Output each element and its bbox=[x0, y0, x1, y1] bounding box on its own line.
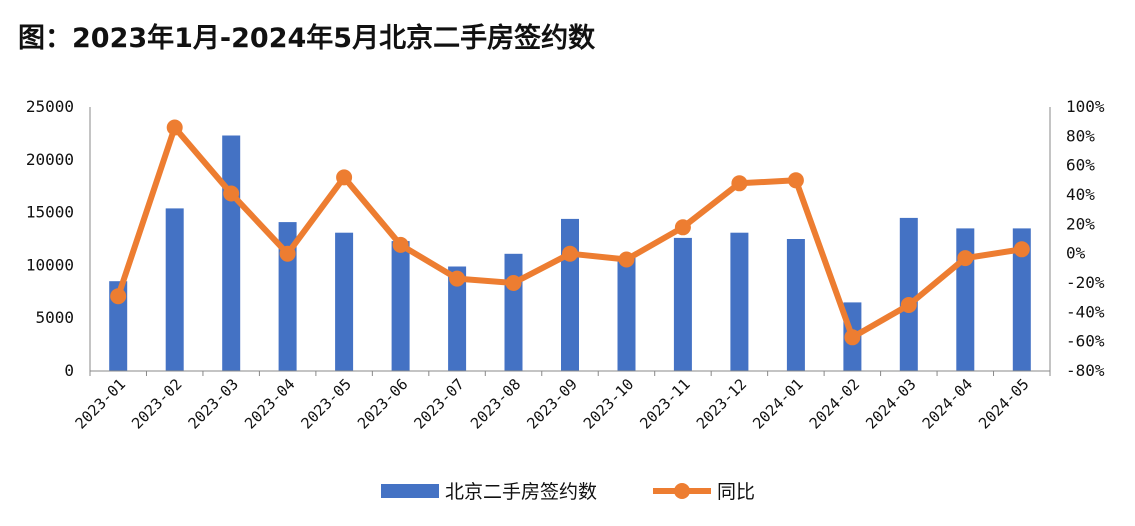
x-tick-label: 2024-01 bbox=[749, 375, 806, 432]
y-left-tick-label: 10000 bbox=[26, 255, 74, 274]
x-tick-label: 2023-05 bbox=[298, 375, 355, 432]
y-left-tick-label: 25000 bbox=[26, 97, 74, 116]
y-right-tick-label: -80% bbox=[1066, 361, 1105, 380]
line-point-2024-02 bbox=[844, 329, 861, 346]
line-point-2024-04 bbox=[957, 250, 974, 267]
line-point-2024-01 bbox=[787, 172, 804, 189]
axes-layer bbox=[89, 107, 1051, 376]
y-right-tick-label: -20% bbox=[1066, 273, 1105, 292]
bar-2023-09 bbox=[561, 218, 579, 371]
bar-2023-06 bbox=[391, 241, 410, 371]
bar-2024-03 bbox=[899, 217, 918, 371]
line-point-2024-05 bbox=[1013, 241, 1030, 258]
bar-2023-07 bbox=[448, 266, 467, 371]
line-point-2023-07 bbox=[449, 270, 466, 287]
x-tick-label: 2024-03 bbox=[862, 375, 919, 432]
line-point-2023-11 bbox=[674, 219, 691, 236]
x-tick-label: 2023-02 bbox=[128, 375, 185, 432]
bar-2023-05 bbox=[335, 232, 354, 371]
bar-2024-05 bbox=[1012, 228, 1031, 371]
bar-2023-11 bbox=[673, 237, 692, 371]
line-point-2024-03 bbox=[900, 297, 917, 313]
legend: 北京二手房签约数 同比 bbox=[381, 481, 755, 503]
line-point-2023-04 bbox=[279, 245, 296, 262]
line-point-2023-03 bbox=[223, 185, 240, 202]
x-tick-label: 2023-10 bbox=[580, 375, 637, 432]
bar-2023-08 bbox=[504, 253, 523, 371]
y-right-tick-label: 80% bbox=[1066, 126, 1095, 145]
x-tick-label: 2023-08 bbox=[467, 375, 524, 432]
x-tick-label: 2024-05 bbox=[975, 375, 1032, 432]
bar-2024-01 bbox=[786, 239, 805, 371]
bar-2023-01 bbox=[109, 281, 128, 371]
y-right-tick-label: 20% bbox=[1066, 214, 1095, 233]
line-point-2023-01 bbox=[110, 288, 127, 305]
line-point-2023-12 bbox=[731, 175, 748, 192]
line-point-2023-10 bbox=[618, 251, 635, 268]
x-tick-label: 2023-04 bbox=[241, 375, 298, 432]
x-tick-label: 2023-07 bbox=[410, 375, 467, 432]
line-point-2023-06 bbox=[392, 236, 409, 253]
bar-2023-12 bbox=[730, 232, 749, 371]
x-tick-label: 2024-02 bbox=[806, 375, 863, 432]
legend-swatch-bar bbox=[381, 484, 439, 498]
x-tick-label: 2023-09 bbox=[523, 375, 580, 432]
line-point-2023-09 bbox=[562, 245, 578, 262]
x-tick-label: 2023-12 bbox=[693, 375, 750, 432]
bar-2023-02 bbox=[165, 208, 184, 371]
y-left-tick-label: 20000 bbox=[26, 150, 74, 169]
legend-label-bar: 北京二手房签约数 bbox=[445, 481, 597, 503]
x-tick-label: 2023-06 bbox=[354, 375, 411, 432]
y-right-tick-label: 60% bbox=[1066, 156, 1095, 175]
x-tick-label: 2023-03 bbox=[185, 375, 242, 432]
bar-2023-03 bbox=[222, 135, 241, 371]
line-point-2023-05 bbox=[336, 169, 353, 186]
line-point-2023-02 bbox=[166, 119, 183, 136]
y-right-tick-label: 100% bbox=[1066, 97, 1105, 116]
y-right-tick-label: -40% bbox=[1066, 302, 1105, 321]
bar-2024-04 bbox=[956, 228, 975, 371]
y-right-tick-label: 40% bbox=[1066, 185, 1095, 204]
x-tick-label: 2024-04 bbox=[919, 375, 976, 432]
line-series-layer bbox=[110, 119, 1030, 346]
y-left-tick-label: 0 bbox=[64, 361, 74, 380]
y-left-tick-label: 5000 bbox=[35, 308, 74, 327]
y-right-tick-label: -60% bbox=[1066, 332, 1105, 351]
bar-2023-10 bbox=[617, 258, 636, 371]
y-right-tick-label: 0% bbox=[1066, 244, 1086, 263]
chart-title: 图：2023年1月-2024年5月北京二手房签约数 bbox=[18, 23, 596, 54]
y-left-tick-label: 15000 bbox=[26, 203, 74, 222]
legend-swatch-marker bbox=[674, 483, 690, 499]
line-point-2023-08 bbox=[505, 275, 522, 291]
x-tick-label: 2023-01 bbox=[72, 375, 129, 432]
x-tick-label: 2023-11 bbox=[636, 375, 693, 432]
legend-label-line: 同比 bbox=[717, 481, 755, 503]
